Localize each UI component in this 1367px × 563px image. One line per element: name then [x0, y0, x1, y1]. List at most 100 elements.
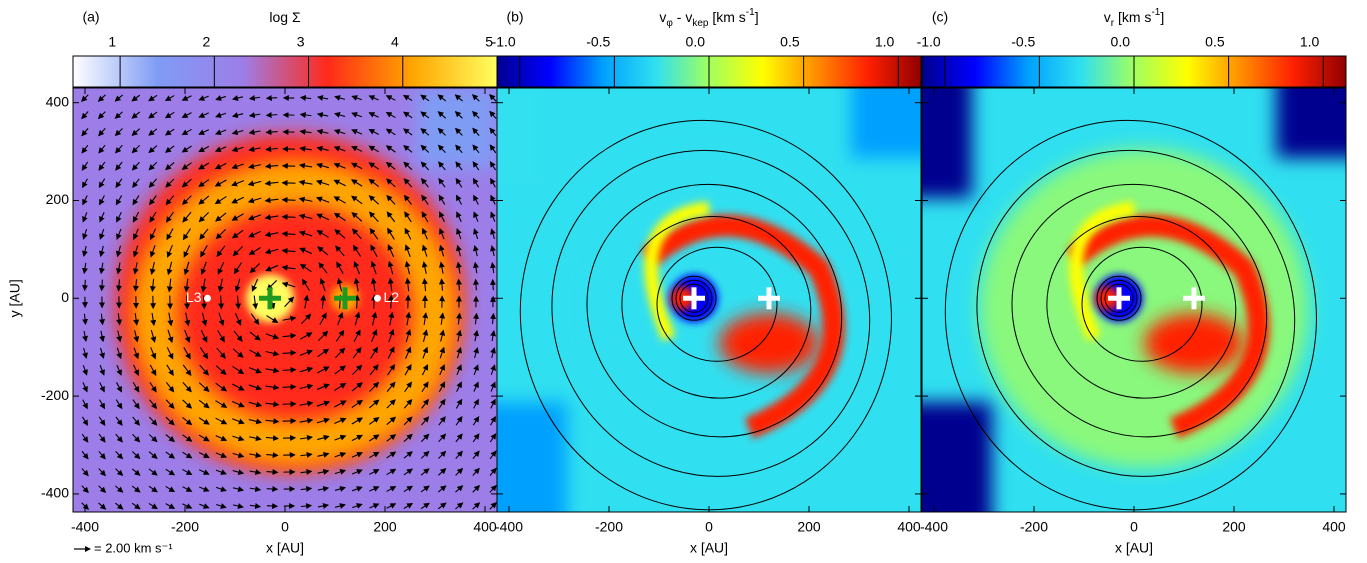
flow-arrow: [386, 434, 397, 442]
flow-arrow: [473, 381, 479, 392]
x-tick-label: -200: [595, 519, 623, 535]
flow-arrow: [148, 145, 158, 154]
flow-arrow: [249, 331, 261, 341]
flow-arrow: [316, 162, 329, 169]
contour: [551, 149, 871, 477]
flow-arrow: [386, 416, 397, 426]
flow-arrow: [299, 247, 313, 255]
flow-arrow: [81, 161, 89, 171]
flow-arrow: [233, 330, 243, 342]
flow-arrow: [98, 502, 107, 510]
flow-arrow: [198, 112, 209, 118]
flow-arrow: [454, 127, 463, 136]
flow-arrow: [334, 503, 346, 509]
flow-arrow: [182, 228, 192, 241]
arrow-key-label: = 2.00 km s⁻¹: [94, 540, 173, 555]
flow-arrow: [231, 213, 244, 221]
colorbar-title-part: [km s: [1114, 9, 1151, 25]
flow-arrow: [199, 486, 210, 492]
flow-arrow: [489, 450, 497, 460]
flow-arrow: [420, 450, 430, 459]
flow-arrow: [335, 245, 345, 257]
flow-arrow: [98, 161, 106, 171]
map-corner: [1276, 88, 1346, 158]
flow-arrow: [249, 503, 262, 509]
flow-arrow: [165, 195, 175, 206]
flow-arrow: [148, 94, 158, 102]
flow-arrow: [98, 399, 106, 410]
flow-arrow: [437, 94, 447, 102]
flow-arrow: [199, 364, 209, 376]
flow-arrow: [420, 468, 430, 476]
flow-arrow: [265, 264, 279, 272]
lagrange-point: [374, 294, 381, 302]
flow-arrow: [281, 281, 296, 288]
contour: [621, 216, 812, 399]
flow-arrow: [371, 311, 378, 326]
flow-arrow: [299, 94, 312, 101]
inner-blob: [670, 286, 694, 311]
flow-arrow: [115, 451, 124, 460]
flow-arrow: [351, 112, 363, 118]
flow-arrow: [472, 161, 480, 171]
flow-arrow: [299, 417, 314, 424]
flow-arrow: [370, 244, 378, 257]
flow-arrow: [353, 277, 360, 292]
flow-arrow: [198, 452, 210, 458]
flow-arrow: [405, 329, 412, 343]
flow-arrow: [167, 312, 174, 327]
flow-arrow: [299, 383, 314, 390]
flow-arrow: [148, 468, 158, 476]
flow-arrow: [350, 162, 363, 170]
flow-arrow: [99, 382, 105, 393]
flow-arrow: [249, 452, 262, 459]
flow-arrow: [149, 261, 156, 275]
flow-arrow: [473, 211, 479, 222]
flow-arrow: [281, 230, 296, 237]
flow-arrow: [231, 129, 244, 136]
flow-arrow: [165, 451, 176, 459]
flow-arrow: [489, 161, 497, 171]
flow-arrow: [350, 179, 363, 187]
flow-arrow: [248, 230, 262, 238]
flow-arrow: [181, 178, 192, 188]
flow-arrow: [404, 260, 411, 275]
flow-arrow: [490, 330, 496, 342]
colorbar-title-part: v: [1104, 9, 1111, 25]
flow-arrow: [198, 399, 210, 409]
flow-arrow: [386, 399, 396, 409]
flow-arrow: [334, 383, 347, 391]
flow-arrow: [249, 263, 261, 274]
contour: [679, 283, 709, 313]
flow-arrow: [116, 364, 122, 376]
flow-arrow: [182, 195, 192, 205]
flow-arrow: [455, 502, 464, 510]
flow-arrow: [303, 294, 310, 309]
flow-arrow: [455, 398, 463, 409]
contour: [976, 149, 1296, 477]
flow-arrow: [215, 365, 227, 375]
flow-arrow: [182, 434, 193, 442]
colorbar-tick-label: -0.5: [586, 34, 610, 50]
flow-arrow: [404, 346, 412, 359]
flow-arrow: [299, 111, 312, 118]
flow-arrow: [351, 434, 363, 442]
flow-arrow: [215, 229, 226, 240]
flow-arrow: [248, 129, 261, 136]
flow-arrow: [337, 311, 344, 326]
flow-arrow: [183, 261, 190, 276]
flow-arrow: [248, 384, 263, 391]
flow-arrow: [368, 129, 379, 135]
flow-arrow: [81, 485, 89, 494]
flow-arrow: [402, 94, 413, 102]
flow-arrow: [318, 330, 329, 342]
flow-arrow: [132, 195, 140, 206]
flow-arrow: [490, 245, 496, 257]
flow-arrow: [150, 347, 157, 360]
flow-arrow: [82, 365, 88, 376]
flow-arrow: [438, 177, 446, 188]
flow-arrow: [335, 329, 345, 342]
flow-arrow: [489, 278, 496, 291]
flow-arrow: [421, 416, 430, 426]
x-tick-label: 200: [1222, 519, 1246, 535]
